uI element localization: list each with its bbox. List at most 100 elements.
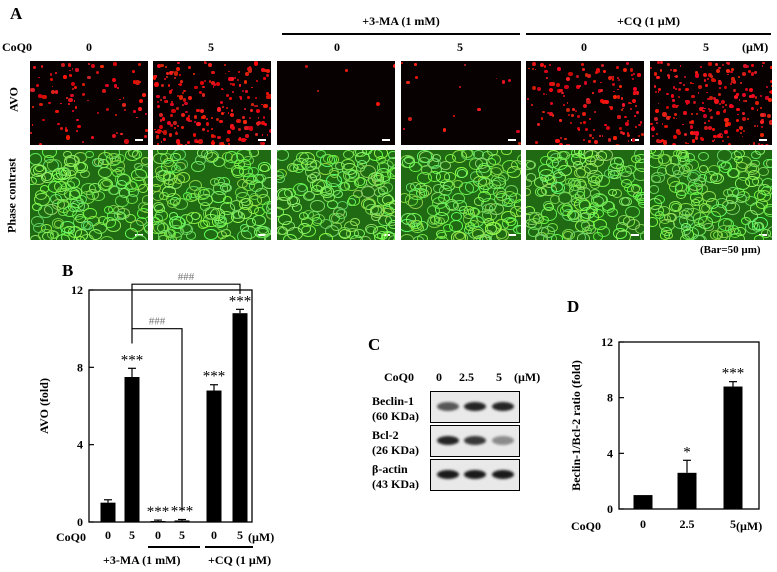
row-label-phase: Phase contrast [4,158,19,233]
category-label: 5 [730,517,736,531]
category-label: 5 [179,528,185,542]
y-tick-label: 0 [607,502,613,516]
bar [723,386,743,509]
y-axis-label: Beclin-1/Bcl-2 ratio (fold) [569,360,583,491]
coq-label-a: CoQ0 [2,40,32,54]
category-label: 0 [211,528,217,542]
blot-band [492,436,514,445]
y-tick-label: 12 [71,283,83,297]
plot-frame [88,289,253,523]
blot-band [437,436,459,445]
significance-marker: *** [121,352,144,368]
phase-image-1 [30,150,148,240]
category-label: 0 [105,528,111,542]
wb-kda-beclin: (60 KDa) [372,409,419,423]
avo-image-3 [277,61,395,145]
blot-band [437,402,459,411]
coq-label-c: CoQ0 [384,370,414,384]
y-tick-label: 12 [601,335,613,349]
blot-bcl2 [430,425,520,457]
group-cq-label: +CQ (1 µM) [616,14,681,28]
category-label: 5 [129,528,135,542]
blot-band [464,470,486,479]
row-label-avo: AVO [6,87,21,112]
unit-a: (µM) [742,40,769,54]
significance-marker: *** [229,293,252,309]
unit-c: (µM) [514,370,541,384]
significance-marker: *** [722,366,745,382]
significance-marker: *** [203,369,226,385]
dose-a-4: 0 [581,40,587,54]
dose-c-0: 0 [436,370,442,384]
blot-band [492,470,514,479]
b-group-cq-label: +CQ (1 µM) [208,553,272,567]
category-label: 0 [155,528,161,542]
bar [174,520,190,522]
avo-image-2 [153,61,271,145]
unit-d: (µM) [736,519,763,533]
group-cq-line [526,33,771,35]
category-label: 2.5 [680,517,695,531]
b-group-3ma-label: +3-MA (1 mM) [103,553,181,567]
blot-beclin [430,391,520,423]
hash-lower: ### [149,316,166,328]
avo-image-4 [401,61,521,145]
bar [150,521,166,523]
significance-marker: * [683,444,691,460]
dose-a-0: 0 [86,40,92,54]
blot-band [437,470,459,479]
blot-band [464,436,486,445]
significance-marker: *** [147,504,170,520]
bar [100,502,116,522]
bracket-upper [131,283,241,329]
bar [124,377,140,522]
dose-a-1: 5 [208,40,214,54]
avo-image-6 [650,61,772,145]
panel-c-letter: C [368,335,381,354]
y-tick-label: 4 [77,438,83,452]
avo-image-1 [30,61,148,145]
y-tick-label: 0 [77,515,83,529]
significance-marker: *** [171,503,194,519]
wb-label-actin: β-actin [372,462,408,476]
dose-c-1: 2.5 [459,370,474,384]
chart-d: 0 4 8 12 Beclin-1/Bcl-2 ratio (fold) 0 * 2.5 ***… [569,335,760,531]
panel-b-letter: B [62,261,74,280]
category-label: 0 [640,517,646,531]
blot-actin [430,459,520,491]
wb-label-bcl2: Bcl-2 [372,428,399,442]
coq-label-d: CoQ0 [571,519,601,533]
y-tick-label: 4 [607,446,613,460]
wb-kda-actin: (43 KDa) [372,477,419,491]
bar [232,313,248,522]
y-axis-label: AVO (fold) [37,378,51,434]
dose-a-5: 5 [703,40,709,54]
group-3ma-line [282,33,520,35]
avo-image-5 [526,61,644,145]
phase-image-4 [401,150,521,240]
bracket-lower [131,328,183,511]
unit-b: (µM) [248,530,275,544]
dose-a-2: 0 [334,40,340,54]
panel-a-letter: A [10,4,23,23]
dose-c-2: 5 [496,370,502,384]
scale-bar-note: (Bar=50 µm) [700,244,761,256]
coq-label-b: CoQ0 [56,530,86,544]
b-group-3ma-line [148,546,200,548]
wb-label-beclin: Beclin-1 [372,394,414,408]
dose-a-3: 5 [457,40,463,54]
y-tick-label: 8 [77,360,83,374]
chart-b: 0 4 8 12 AVO (fold) 0 *** 5 *** 0 *** 5 *** 0 *** 5 ### #… [37,271,253,542]
wb-kda-bcl2: (26 KDa) [372,443,419,457]
panel-d-letter: D [567,297,580,316]
y-tick-label: 8 [607,391,613,405]
phase-image-6 [650,150,772,240]
bar [633,495,653,509]
group-3ma-label: +3-MA (1 mM) [362,14,440,28]
phase-image-5 [526,150,644,240]
category-label: 5 [237,528,243,542]
bar [206,390,222,522]
blot-band [464,402,486,411]
b-group-cq-line [205,546,253,548]
blot-band [492,402,514,411]
